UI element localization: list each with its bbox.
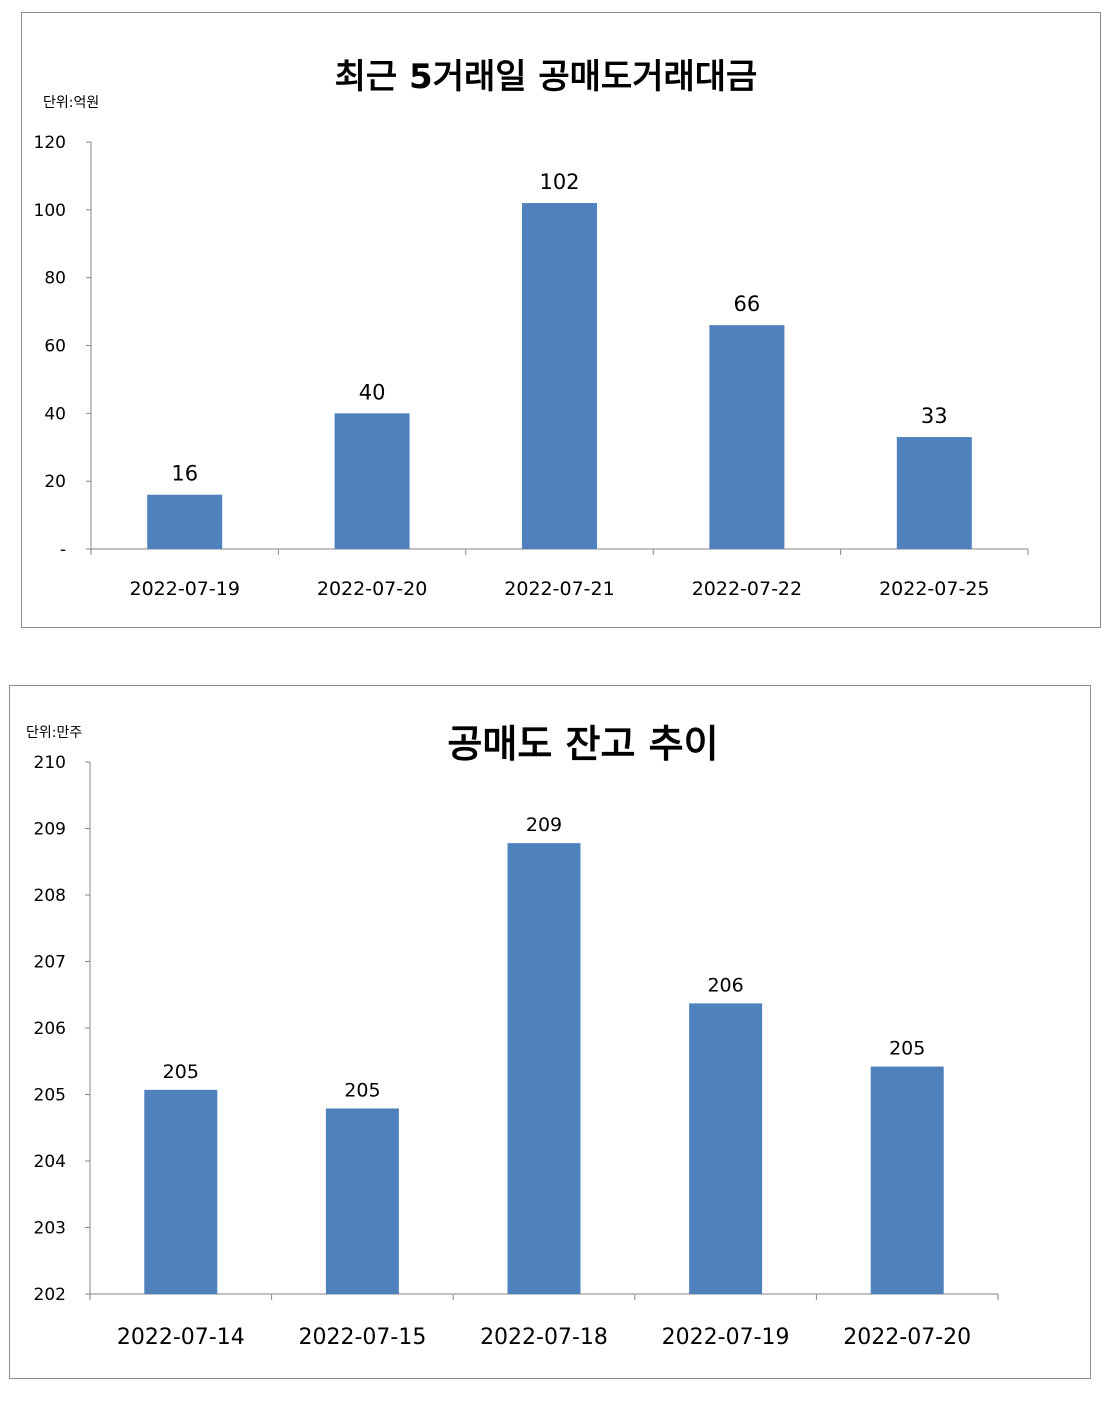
data-label: 66	[734, 292, 761, 316]
y-tick-label: 204	[34, 1152, 66, 1172]
x-category-label: 2022-07-20	[317, 578, 427, 600]
bar-2022-07-19	[689, 1003, 763, 1294]
y-tick-label: 120	[34, 133, 66, 153]
data-label: 205	[163, 1061, 199, 1083]
x-category-label: 2022-07-14	[117, 1325, 245, 1350]
bar-2022-07-14	[144, 1089, 218, 1294]
x-category-label: 2022-07-18	[480, 1325, 608, 1350]
chart-title: 공매도 잔고 추이	[447, 722, 718, 766]
bar-2022-07-15	[325, 1108, 399, 1294]
x-category-label: 2022-07-19	[662, 1325, 790, 1350]
y-tick-label: 205	[34, 1086, 66, 1106]
data-label: 206	[707, 974, 743, 996]
data-label: 205	[889, 1038, 925, 1060]
bar-2022-07-20	[334, 413, 410, 549]
bar-2022-07-22	[709, 325, 785, 549]
unit-label: 단위:억원	[43, 95, 99, 111]
chart-title: 최근 5거래일 공매도거래대금	[335, 57, 758, 97]
y-tick-label: 210	[34, 753, 66, 773]
y-tick-label: 80	[44, 269, 66, 289]
x-category-label: 2022-07-19	[129, 578, 239, 600]
y-tick-label: 208	[34, 886, 66, 906]
y-tick-label: 60	[44, 337, 66, 357]
chart-panel-short-balance: 공매도 잔고 추이 단위:만주 202 203 204 205 206 207 208 209 21…	[9, 685, 1091, 1379]
x-category-label: 2022-07-20	[843, 1325, 971, 1350]
x-category-label: 2022-07-25	[879, 578, 989, 600]
data-label: 205	[344, 1079, 380, 1101]
bar-2022-07-25	[896, 437, 972, 549]
x-category-label: 2022-07-21	[504, 578, 614, 600]
y-tick-label: 100	[34, 201, 66, 221]
y-tick-label: 206	[34, 1019, 66, 1039]
bar-2022-07-21	[522, 203, 597, 550]
bar-2022-07-20	[870, 1066, 944, 1294]
y-tick-label: 207	[34, 953, 66, 973]
y-tick-label: 40	[44, 404, 66, 424]
x-category-label: 2022-07-22	[692, 578, 802, 600]
y-tick-label: 202	[34, 1285, 66, 1305]
x-category-label: 2022-07-15	[298, 1325, 426, 1350]
bar-2022-07-19	[147, 494, 223, 549]
data-label: 16	[171, 462, 198, 486]
data-label: 40	[359, 380, 386, 404]
y-tick-label: 209	[34, 820, 66, 840]
data-label: 209	[526, 814, 562, 836]
y-tick-label: 20	[44, 472, 66, 492]
y-tick-label: -	[60, 540, 66, 560]
data-label: 102	[539, 170, 579, 194]
bar-2022-07-18	[507, 843, 581, 1294]
chart-short-balance: 공매도 잔고 추이 단위:만주 202 203 204 205 206 207 208 209 21…	[26, 722, 999, 1350]
y-tick-label: 203	[34, 1219, 66, 1239]
data-label: 33	[921, 404, 948, 428]
unit-label: 단위:만주	[26, 725, 82, 741]
